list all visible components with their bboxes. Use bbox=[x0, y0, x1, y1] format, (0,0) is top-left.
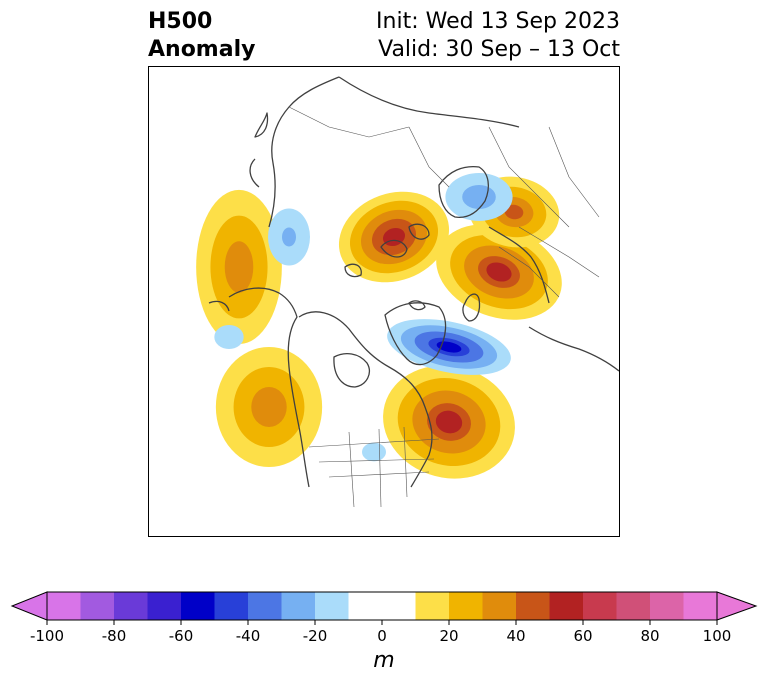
valid-period-label: Valid: 30 Sep – 13 Oct bbox=[378, 37, 620, 62]
anomaly-center bbox=[268, 208, 310, 266]
colorbar-tick-label: 20 bbox=[439, 627, 459, 645]
colorbar-tick-label: -60 bbox=[168, 627, 194, 645]
colorbar-bin bbox=[583, 592, 617, 620]
anomaly-map bbox=[196, 76, 619, 508]
chart-title-block: H500 Anomaly bbox=[148, 8, 255, 64]
anomaly-contour bbox=[504, 204, 524, 220]
colorbar-bin bbox=[147, 592, 181, 620]
colorbar-bin bbox=[650, 592, 684, 620]
colorbar-tick-label: 60 bbox=[573, 627, 593, 645]
colorbar-bin bbox=[281, 592, 315, 620]
init-date-label: Init: Wed 13 Sep 2023 bbox=[376, 9, 620, 34]
colorbar-tick-label: -20 bbox=[302, 627, 328, 645]
colorbar-bin bbox=[181, 592, 215, 620]
colorbar-tick-label: 0 bbox=[377, 627, 387, 645]
anomaly-center bbox=[196, 189, 282, 345]
colorbar-tick-label: 80 bbox=[640, 627, 660, 645]
political-borders bbox=[288, 106, 600, 508]
anomaly-contour bbox=[251, 387, 287, 427]
colorbar-bin bbox=[248, 592, 282, 620]
anomaly-contour bbox=[282, 227, 296, 247]
date-info-block: Init: Wed 13 Sep 2023 Valid: 30 Sep – 13… bbox=[376, 8, 620, 64]
colorbar-tick-label: -100 bbox=[29, 627, 65, 645]
coastlines bbox=[208, 76, 619, 488]
colorbar bbox=[0, 584, 768, 628]
anomaly-contour bbox=[435, 410, 463, 434]
anomaly-contour bbox=[224, 241, 254, 293]
colorbar-tick-label: -40 bbox=[235, 627, 261, 645]
variable-title: H500 bbox=[148, 9, 213, 34]
colorbar-bin bbox=[47, 592, 81, 620]
colorbar-unit-label: m bbox=[373, 648, 395, 673]
anomaly-contour bbox=[436, 341, 462, 353]
anomaly-center bbox=[215, 347, 323, 467]
colorbar-bin bbox=[683, 592, 717, 620]
colorbar-bin bbox=[348, 592, 416, 620]
colorbar-bin bbox=[80, 592, 114, 620]
colorbar-bin bbox=[114, 592, 148, 620]
anomaly-center bbox=[338, 191, 450, 283]
colorbar-bin bbox=[616, 592, 650, 620]
anomaly-center bbox=[214, 325, 244, 349]
colorbar-bin bbox=[415, 592, 449, 620]
anomaly-contour bbox=[486, 262, 512, 282]
colorbar-bin bbox=[315, 592, 349, 620]
colorbar-bin bbox=[449, 592, 483, 620]
colorbar-extend-high bbox=[716, 591, 758, 621]
colorbar-bin bbox=[482, 592, 516, 620]
colorbar-tick-label: -80 bbox=[101, 627, 127, 645]
map-panel bbox=[148, 66, 620, 537]
anomaly-center bbox=[383, 365, 515, 479]
anomaly-contour bbox=[462, 185, 496, 209]
colorbar-bin bbox=[516, 592, 550, 620]
anomaly-contour bbox=[362, 442, 386, 462]
colorbar-tick-label: 40 bbox=[506, 627, 526, 645]
colorbar-bin bbox=[549, 592, 583, 620]
anomaly-center bbox=[445, 173, 513, 221]
anomaly-contour bbox=[214, 325, 244, 349]
variable-subtitle: Anomaly bbox=[148, 37, 256, 62]
colorbar-extend-low bbox=[10, 591, 48, 621]
anomaly-contours bbox=[196, 173, 562, 479]
colorbar-tick-label: 100 bbox=[702, 627, 732, 645]
anomaly-center bbox=[362, 442, 386, 462]
colorbar-graphic bbox=[10, 591, 758, 625]
anomaly-center bbox=[387, 319, 511, 375]
colorbar-bin bbox=[214, 592, 248, 620]
